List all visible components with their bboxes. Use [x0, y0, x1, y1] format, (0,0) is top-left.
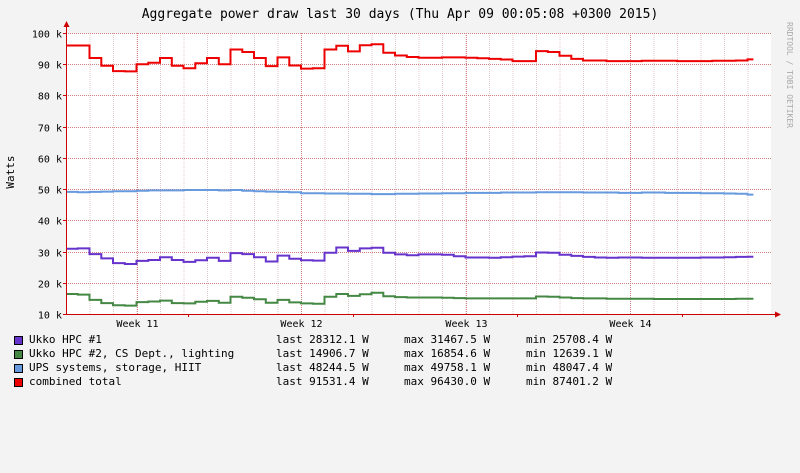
power-chart: Aggregate power draw last 30 days (Thu A…	[4, 7, 794, 330]
x-tick-label: Week 12	[280, 319, 322, 330]
legend-swatch	[14, 350, 23, 359]
series-line	[66, 246, 754, 265]
series-line	[66, 43, 754, 73]
x-tick-label: Week 13	[445, 319, 487, 330]
y-tick-label: 20 k	[38, 280, 62, 291]
y-axis-label: Watts	[4, 155, 17, 188]
y-tick-label: 60 k	[38, 155, 62, 166]
legend-min: min 12639.1 W	[526, 347, 613, 360]
y-tick-label: 40 k	[38, 217, 62, 228]
legend-row: combined total last 91531.4 W max 96430.…	[14, 375, 612, 389]
legend-name: Ukko HPC #1	[29, 333, 102, 346]
legend-name: combined total	[29, 375, 122, 388]
legend-min: min 48047.4 W	[526, 361, 613, 374]
chart-title: Aggregate power draw last 30 days (Thu A…	[142, 7, 659, 22]
legend-swatch	[14, 378, 23, 387]
y-tick-label: 30 k	[38, 249, 62, 260]
legend-name: Ukko HPC #2, CS Dept., lighting	[29, 347, 235, 360]
legend-row: Ukko HPC #1 last 28312.1 W max 31467.5 W…	[14, 333, 612, 347]
legend-max: max 49758.1 W	[404, 361, 491, 374]
y-tick-label: 50 k	[38, 186, 62, 197]
y-tick-label: 70 k	[38, 124, 62, 135]
legend-last: last 48244.5 W	[276, 361, 369, 374]
series-line	[66, 291, 754, 307]
legend-max: max 16854.6 W	[404, 347, 491, 360]
x-tick-label: Week 14	[609, 319, 651, 330]
y-axis-arrow	[63, 21, 70, 27]
x-axis-arrow	[775, 311, 781, 318]
chart-frame: Aggregate power draw last 30 days (Thu A…	[4, 7, 794, 389]
y-tick-label: 100 k	[32, 30, 62, 41]
x-tick-label: Week 11	[116, 319, 158, 330]
grid	[66, 33, 771, 314]
legend-min: min 87401.2 W	[526, 375, 613, 388]
series-lines	[66, 43, 754, 307]
rrdtool-credit: RRDTOOL / TOBI OETIKER	[785, 22, 794, 128]
legend-last: last 28312.1 W	[276, 333, 369, 346]
series-line	[66, 189, 754, 196]
legend-swatch	[14, 336, 23, 345]
legend: Ukko HPC #1 last 28312.1 W max 31467.5 W…	[14, 333, 612, 389]
legend-row: UPS systems, storage, HIIT last 48244.5 …	[14, 361, 612, 375]
legend-name: UPS systems, storage, HIIT	[29, 361, 202, 374]
y-tick-label: 80 k	[38, 92, 62, 103]
legend-max: max 96430.0 W	[404, 375, 491, 388]
legend-last: last 14906.7 W	[276, 347, 369, 360]
legend-row: Ukko HPC #2, CS Dept., lighting last 149…	[14, 347, 612, 361]
axes: 10 k 20 k 30 k 40 k 50 k 60 k 70 k 80 k 90 k 100 …	[32, 21, 781, 330]
y-tick-label: 90 k	[38, 61, 62, 72]
legend-swatch	[14, 364, 23, 373]
legend-min: min 25708.4 W	[526, 333, 613, 346]
legend-last: last 91531.4 W	[276, 375, 369, 388]
y-tick-label: 10 k	[38, 311, 62, 322]
legend-max: max 31467.5 W	[404, 333, 491, 346]
